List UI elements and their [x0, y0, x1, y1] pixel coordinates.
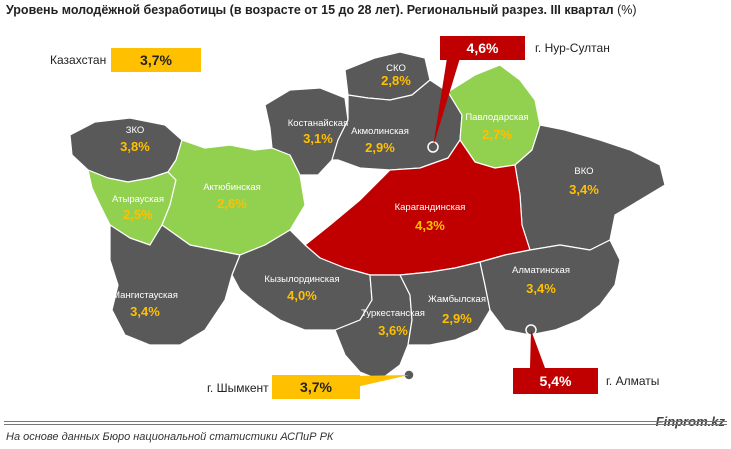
national-label: Казахстан [50, 53, 107, 67]
value-vko: 3,4% [569, 182, 599, 197]
value-zko: 3,8% [120, 139, 150, 154]
label-atyrau: Атырауская [112, 194, 164, 205]
label-mangistau: Мангистауская [112, 290, 178, 301]
label-zhambyl: Жамбылская [428, 294, 486, 305]
value-karaganda: 4,3% [415, 218, 445, 233]
value-zhambyl: 2,9% [442, 311, 472, 326]
label-zko: ЗКО [126, 125, 145, 136]
value-kyzylorda: 4,0% [287, 288, 317, 303]
region-zhambyl [399, 261, 491, 346]
label-vko: ВКО [574, 166, 593, 177]
value-turkestan: 3,6% [378, 323, 408, 338]
value-mangistau: 3,4% [130, 304, 160, 319]
label-turkestan: Туркестанская [361, 308, 425, 319]
source-note: На основе данных Бюро национальной стати… [6, 431, 334, 443]
shymkent-label: г. Шымкент [207, 381, 269, 395]
shymkent-value-badge: 3,7% [272, 375, 360, 399]
label-pavlodar: Павлодарская [465, 112, 528, 123]
almaty-pointer [530, 330, 545, 368]
almaty-label: г. Алматы [606, 374, 660, 388]
label-kostanay: Костанайская [288, 118, 348, 129]
label-almaty-obl: Алматинская [512, 265, 570, 276]
footer-divider-bottom [4, 424, 727, 425]
value-sko: 2,8% [381, 73, 411, 88]
value-akmola: 2,9% [365, 140, 395, 155]
value-atyrau: 2,5% [123, 207, 153, 222]
shymkent-pointer [352, 375, 409, 388]
value-kostanay: 3,1% [303, 131, 333, 146]
value-pavlodar: 2,7% [482, 127, 512, 142]
value-almaty-obl: 3,4% [526, 281, 556, 296]
almaty-value-badge: 5,4% [513, 368, 598, 394]
region-mangistau [109, 224, 241, 346]
label-karaganda: Карагандинская [395, 202, 466, 213]
label-sko: СКО [386, 63, 406, 74]
footer-divider-top [4, 421, 727, 422]
value-aktobe: 2,6% [217, 196, 247, 211]
label-akmola: Акмолинская [351, 126, 409, 137]
label-aktobe: Актюбинская [203, 182, 261, 193]
nursultan-pointer [433, 58, 460, 147]
map-title: Уровень молодёжной безработицы (в возрас… [6, 3, 637, 17]
label-kyzylorda: Кызылординская [264, 274, 339, 285]
region-almaty-obl [479, 239, 621, 336]
national-value-badge: 3,7% [111, 48, 201, 72]
nursultan-value-badge: 4,6% [440, 36, 525, 60]
nursultan-label: г. Нур-Султан [535, 41, 610, 55]
